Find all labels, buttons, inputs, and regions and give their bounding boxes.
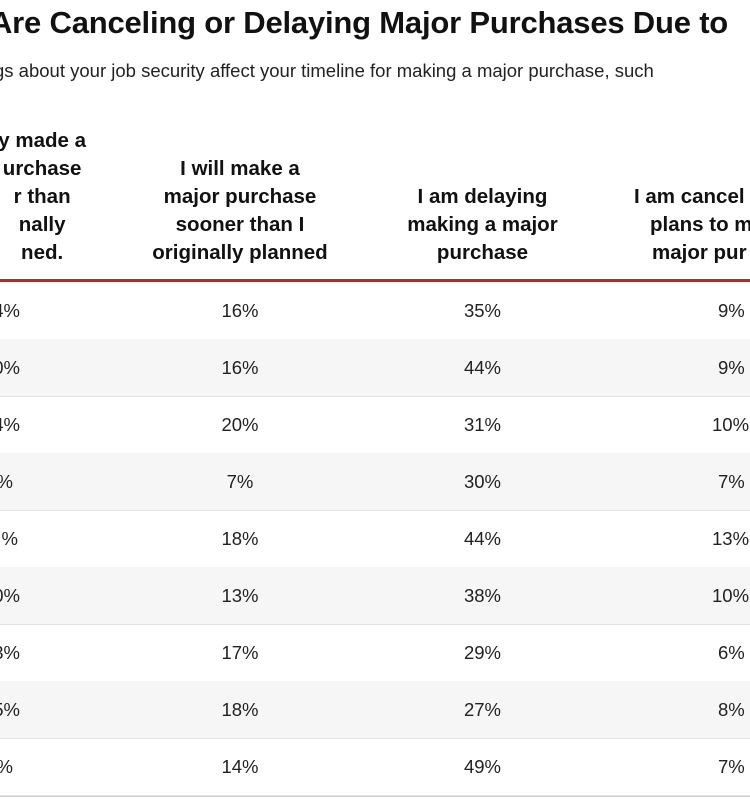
column-header-3-line: making a major	[407, 213, 558, 236]
page-subtitle: gs about your job security affect your t…	[0, 60, 654, 81]
column-header-2-line: sooner than I	[175, 213, 305, 236]
table-cell: 6%	[718, 642, 745, 663]
column-header-1-line: ned.	[21, 241, 64, 264]
table-cell: 7%	[226, 471, 254, 492]
table-cell: 7%	[718, 756, 745, 777]
table-cell: 13%	[712, 528, 750, 549]
column-header-4-line: I am cancel	[634, 185, 745, 208]
table-row: 3% 17% 29% 6%	[0, 624, 750, 682]
table-cell: 10%	[712, 414, 750, 435]
column-header-1-line: urchase	[2, 157, 82, 180]
column-header-1-line: y made a	[0, 129, 86, 152]
table-cell: %	[1, 528, 18, 549]
table-cell: 14%	[221, 756, 259, 777]
table-row: % 18% 44% 13%	[0, 510, 750, 568]
header-rule	[0, 279, 750, 282]
column-header-3-line: I am delaying	[417, 185, 548, 208]
column-header-3: I am delaying making a major purchase	[390, 183, 575, 267]
table-cell: 3%	[0, 642, 20, 663]
table-cell: 5%	[0, 699, 20, 720]
table-row: % 14% 49% 7%	[0, 738, 750, 796]
column-header-4-line: major pur	[652, 241, 747, 264]
table-row: 0% 13% 38% 10%	[0, 567, 750, 625]
table-cell: 17%	[221, 642, 259, 663]
column-header-1: y made a urchase r than nally ned.	[0, 127, 86, 267]
table-row: % 7% 30% 7%	[0, 453, 750, 511]
table-cell: 29%	[463, 642, 502, 663]
column-header-1-line: r than	[13, 185, 71, 208]
table-row: 5% 18% 27% 8%	[0, 681, 750, 739]
table-cell: %	[0, 453, 13, 510]
table-cell: 20%	[221, 414, 259, 435]
column-header-2-line: I will make a	[180, 157, 300, 180]
table-cell: %	[0, 738, 13, 795]
table-cell: 18%	[221, 528, 259, 549]
table-cell: 44%	[463, 357, 502, 378]
table-cell: 31%	[463, 414, 502, 435]
table-cell: 30%	[463, 471, 502, 492]
column-header-2-line: originally planned	[152, 241, 328, 264]
column-header-3-line: purchase	[436, 241, 529, 264]
table-cell: 44%	[463, 528, 502, 549]
table-cell: 10%	[712, 585, 750, 606]
column-header-4-line: plans to m	[650, 213, 750, 236]
table-cell: 13%	[221, 585, 259, 606]
table-cell: 49%	[463, 756, 502, 777]
table-cell: 27%	[463, 699, 502, 720]
table-cell: 16%	[221, 357, 259, 378]
column-header-1-line: nally	[18, 213, 66, 236]
table-cell: 18%	[221, 699, 259, 720]
table-cell: 38%	[463, 585, 502, 606]
table-row: 4% 16% 35% 9%	[0, 282, 750, 340]
column-header-2-line: major purchase	[163, 185, 317, 208]
page-title: Are Canceling or Delaying Major Purchase…	[0, 5, 729, 40]
table-cell: 4%	[0, 414, 20, 435]
column-header-4: I am cancel plans to m major pur	[626, 183, 750, 267]
table-cell: 9%	[718, 357, 745, 378]
table-row: 4% 20% 31% 10%	[0, 396, 750, 454]
table-cell: 7%	[718, 471, 745, 492]
column-header-2: I will make a major purchase sooner than…	[140, 155, 340, 267]
table-cell: 8%	[718, 699, 745, 720]
table-cell: 16%	[221, 300, 259, 321]
table-cell: 9%	[718, 300, 745, 321]
table-cell: 4%	[0, 300, 20, 321]
table-cell: 0%	[0, 357, 20, 378]
table-cell: 35%	[463, 300, 502, 321]
table-cell: 0%	[0, 585, 20, 606]
table-bottom-rule	[0, 796, 750, 797]
table-row: 0% 16% 44% 9%	[0, 339, 750, 397]
